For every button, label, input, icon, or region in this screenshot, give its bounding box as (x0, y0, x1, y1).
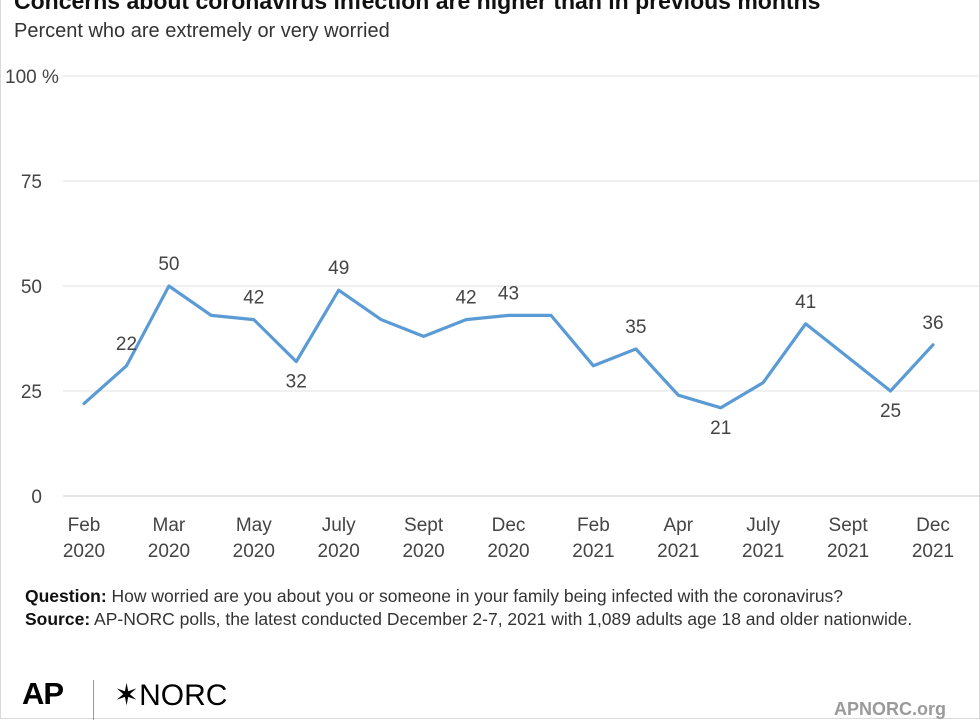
data-label: 21 (710, 418, 731, 439)
x-tick-label-year: 2020 (63, 541, 105, 562)
x-tick-label-year: 2020 (233, 541, 275, 562)
x-tick-label: Mar (153, 515, 186, 536)
norc-logo: ✶NORC (114, 679, 228, 712)
y-tick-label: 25 (21, 382, 42, 403)
data-label: 42 (455, 288, 476, 309)
x-tick-label: Feb (68, 515, 101, 536)
x-tick-label: Apr (664, 515, 694, 536)
x-tick-label-year: 2020 (148, 541, 190, 562)
chart-subtitle: Percent who are extremely or very worrie… (14, 20, 390, 42)
x-tick-label: Dec (916, 515, 950, 536)
line-chart: 0 25 50 75 100 % Feb 2020 Mar 2020 May 2020 July 202… (5, 67, 980, 562)
x-tick-label-year: 2021 (827, 541, 869, 562)
data-label: 32 (286, 372, 307, 393)
site-link[interactable]: APNORC.org (834, 699, 946, 719)
x-tick-label-year: 2020 (487, 541, 529, 562)
x-tick-label: Dec (492, 515, 526, 536)
ap-logo: AP (22, 676, 64, 711)
x-tick-label-year: 2020 (318, 541, 360, 562)
x-tick-label-year: 2021 (742, 541, 784, 562)
series-line (82, 284, 935, 410)
data-label: 25 (880, 401, 901, 422)
data-label: 43 (498, 283, 519, 304)
y-tick-label: 50 (21, 277, 42, 298)
data-label: 50 (158, 254, 179, 275)
data-label: 35 (625, 317, 646, 338)
data-label: 49 (328, 258, 349, 279)
chart-title: Concerns about coronavirus infection are… (14, 0, 821, 14)
data-label: 36 (922, 313, 943, 334)
x-tick-label-year: 2021 (657, 541, 699, 562)
question-text: How worried are you about you or someone… (106, 586, 844, 606)
chart-notes: Question: How worried are you about you … (25, 585, 970, 631)
x-tick-label: July (746, 515, 780, 536)
x-tick-label: Sept (829, 515, 869, 536)
source-text: AP-NORC polls, the latest conducted Dece… (90, 609, 913, 629)
question-note: Question: How worried are you about you … (25, 585, 970, 608)
data-label: 41 (795, 292, 816, 313)
x-tick-label: July (322, 515, 356, 536)
logo-divider (93, 680, 94, 720)
source-note: Source: AP-NORC polls, the latest conduc… (25, 608, 970, 631)
x-tick-label: Feb (577, 515, 610, 536)
x-tick-label: May (236, 515, 272, 536)
y-tick-label: 0 (31, 487, 42, 508)
question-label: Question: (25, 586, 107, 606)
x-tick-label-year: 2021 (912, 541, 954, 562)
y-tick-label: 75 (21, 172, 42, 193)
source-label: Source: (25, 609, 91, 629)
x-tick-label-year: 2021 (572, 541, 614, 562)
x-tick-label: Sept (404, 515, 444, 536)
x-tick-label-year: 2020 (402, 541, 444, 562)
data-label: 22 (116, 334, 137, 355)
data-label: 42 (243, 288, 264, 309)
y-tick-label: 100 % (5, 67, 59, 88)
